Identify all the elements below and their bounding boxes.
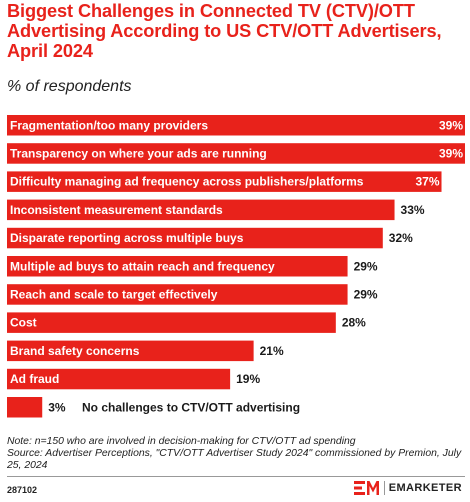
bar-disparate-reporting-across-multiple-buys (7, 227, 383, 249)
bar-label: Inconsistent measurement standards (10, 203, 223, 217)
chart-id: 287102 (7, 485, 38, 495)
bar-label: No challenges to CTV/OTT advertising (82, 400, 300, 414)
bar-label: Difficulty managing ad frequency across … (10, 175, 364, 189)
bar-label: Reach and scale to target effectively (10, 287, 218, 301)
bar-chart: Fragmentation/too many providers 39% Trans… (7, 115, 465, 418)
bar-label: Disparate reporting across multiple buys (10, 231, 244, 245)
value-label: 32% (389, 231, 413, 245)
bar-brand-safety-concerns (7, 340, 254, 362)
emarketer-logo: EMARKETER (353, 480, 462, 496)
value-label: 29% (354, 259, 378, 273)
bar-label: Ad fraud (10, 372, 59, 386)
source-text: Source: Advertiser Perceptions, "CTV/OTT… (7, 448, 462, 471)
value-label: 3% (48, 400, 66, 414)
logo-separator (383, 481, 385, 495)
bar-no-challenges-to-ctv-ott-advertising (7, 397, 43, 418)
chart-subtitle: % of respondents (7, 78, 132, 95)
value-label: 33% (401, 203, 425, 217)
bar-label: Brand safety concerns (10, 344, 140, 358)
bar-difficulty-managing-ad-frequency-across-publishers-platforms (7, 171, 442, 192)
bar-fragmentation-too-many-providers (7, 115, 465, 136)
value-label: 39% (439, 118, 463, 132)
chart-footnote: Note: n=150 who are involved in decision… (7, 436, 465, 472)
brand-name: EMARKETER (388, 482, 462, 494)
bar-label: Transparency on where your ads are runni… (10, 146, 267, 160)
bar-transparency-on-where-your-ads-are-running (7, 143, 465, 164)
bar-inconsistent-measurement-standards (7, 199, 395, 221)
bar-label: Cost (10, 316, 37, 330)
bar-label: Fragmentation/too many providers (10, 118, 208, 132)
value-label: 39% (439, 146, 463, 160)
chart-title: Biggest Challenges in Connected TV (CTV)… (7, 1, 442, 61)
value-label: 29% (354, 287, 378, 301)
bar-multiple-ad-buys-to-attain-reach-and-frequency (7, 256, 348, 277)
footer-divider (7, 476, 465, 477)
bar-reach-and-scale-to-target-effectively (7, 284, 348, 305)
value-label: 28% (342, 316, 366, 330)
em-logo-icon (353, 481, 379, 495)
note-text: Note: n=150 who are involved in decision… (7, 436, 356, 447)
bar-label: Multiple ad buys to attain reach and fre… (10, 259, 275, 273)
value-label: 19% (236, 372, 260, 386)
value-label: 37% (415, 175, 439, 189)
bar-ad-fraud (7, 368, 231, 390)
value-label: 21% (260, 344, 284, 358)
bar-cost (7, 312, 336, 333)
